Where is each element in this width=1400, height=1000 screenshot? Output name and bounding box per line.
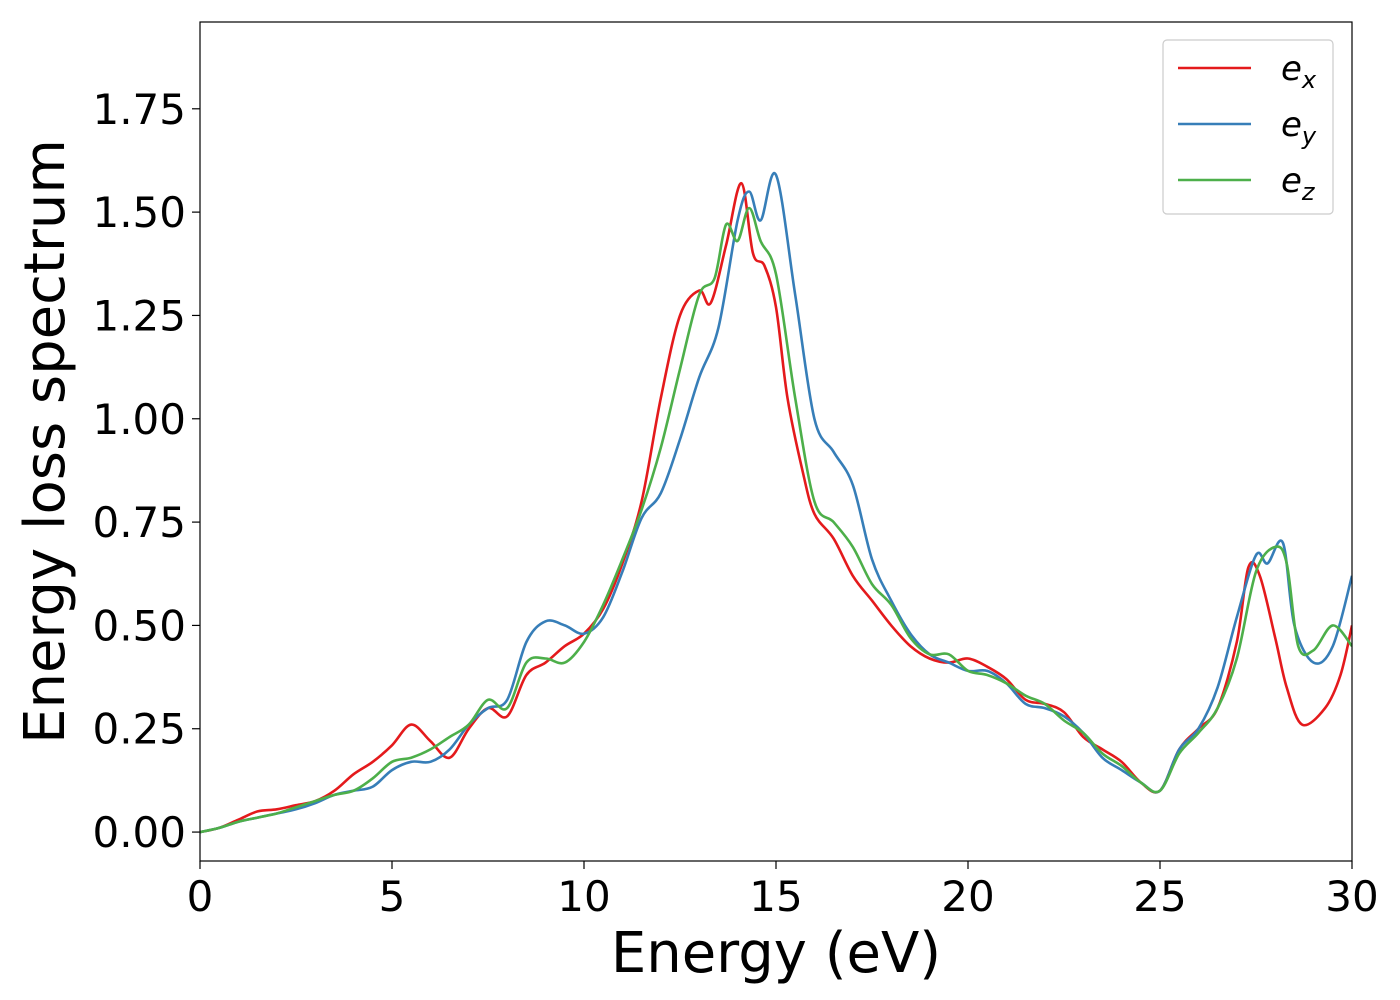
series-line-ez [200, 206, 1352, 834]
y-tick-label: 0.25 [92, 705, 186, 754]
x-tick-label: 10 [557, 872, 610, 921]
x-tick-label: 0 [187, 872, 214, 921]
series-line-ey [200, 171, 1352, 834]
series-layer [200, 171, 1352, 834]
y-tick-label: 1.00 [92, 395, 186, 444]
y-tick-label: 1.50 [92, 188, 186, 237]
y-axis: 0.00 0.25 0.50 0.75 1.00 1.25 1.50 1.75 [92, 85, 200, 857]
y-tick-label: 1.75 [92, 85, 186, 134]
x-tick-label: 20 [941, 872, 994, 921]
y-tick-label: 0.00 [92, 808, 186, 857]
y-tick-label: 0.75 [92, 498, 186, 547]
x-axis-label: Energy (eV) [611, 921, 941, 986]
x-tick-label: 30 [1325, 872, 1378, 921]
x-tick-label: 15 [749, 872, 802, 921]
y-tick-label: 1.25 [92, 291, 186, 340]
y-tick-label: 0.50 [92, 601, 186, 650]
x-tick-label: 25 [1133, 872, 1186, 921]
legend-box [1162, 39, 1334, 215]
x-tick-label: 5 [379, 872, 406, 921]
y-axis-label: Energy loss spectrum [13, 139, 78, 744]
x-axis: 0 5 10 15 20 25 30 [187, 861, 1379, 921]
